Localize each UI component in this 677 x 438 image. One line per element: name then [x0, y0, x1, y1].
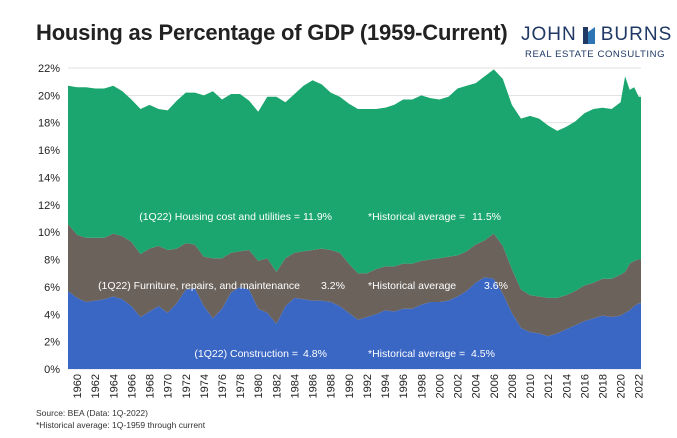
y-tick-label: 14% — [38, 172, 60, 184]
annotation-value: 3.2% — [321, 280, 345, 292]
y-tick-label: 10% — [38, 227, 60, 239]
area-series-housing-cost-and-utilities — [68, 69, 641, 298]
logo-word-left: JOHN — [521, 24, 577, 45]
y-tick-label: 6% — [44, 282, 60, 294]
x-tick-label: 1982 — [271, 374, 283, 398]
y-tick-label: 18% — [38, 118, 60, 130]
area-series-furniture-repairs-and-maintenance — [68, 224, 641, 337]
x-tick-label: 1978 — [235, 374, 247, 398]
x-tick-label: 1962 — [90, 374, 102, 398]
x-tick-label: 1960 — [72, 374, 84, 398]
x-tick-label: 2004 — [471, 374, 483, 398]
logo-house-icon — [583, 27, 595, 44]
logo-word-right: BURNS — [600, 24, 673, 45]
annotation-avg-label: *Historical average = — [368, 348, 465, 360]
x-tick-label: 1976 — [217, 374, 229, 398]
y-tick-label: 4% — [44, 309, 60, 321]
annotation-avg-value: 4.5% — [471, 348, 495, 360]
logo-subtitle: REAL ESTATE CONSULTING — [525, 49, 666, 60]
x-tick-label: 1974 — [199, 374, 211, 398]
x-tick-label: 2014 — [561, 374, 573, 398]
annotation-avg-value: 11.5% — [472, 211, 501, 223]
x-tick-label: 1964 — [108, 374, 120, 398]
x-tick-label: 2002 — [453, 374, 465, 398]
x-tick-label: 1980 — [253, 374, 265, 398]
average-footnote: *Historical average: 1Q-1959 through cur… — [36, 420, 206, 430]
x-tick-label: 1994 — [380, 374, 392, 398]
x-tick-label: 1968 — [145, 374, 157, 398]
y-tick-label: 16% — [38, 145, 60, 157]
page-title: Housing as Percentage of GDP (1959-Curre… — [36, 20, 508, 45]
annotation-value: 11.9% — [303, 211, 332, 223]
x-tick-label: 1966 — [126, 374, 138, 398]
x-tick-label: 1972 — [181, 374, 193, 398]
x-tick-label: 2018 — [597, 374, 609, 398]
y-tick-label: 2% — [44, 337, 60, 349]
annotation-avg-label: *Historical average — [368, 280, 456, 292]
x-tick-label: 2010 — [525, 374, 537, 398]
y-tick-label: 8% — [44, 255, 60, 267]
annotation-value: 4.8% — [303, 348, 327, 360]
x-tick-label: 2008 — [507, 374, 519, 398]
y-tick-label: 20% — [38, 90, 60, 102]
annotation-label: (1Q22) Construction = — [194, 348, 298, 360]
annotation-label: (1Q22) Housing cost and utilities = — [139, 211, 300, 223]
logo-wordmark: JOHN BURNS — [521, 24, 672, 46]
x-tick-label: 1998 — [416, 374, 428, 398]
x-tick-label: 1992 — [362, 374, 374, 398]
annotation-label: (1Q22) Furniture, repairs, and maintenan… — [98, 280, 300, 292]
x-tick-label: 1996 — [398, 374, 410, 398]
source-note: Source: BEA (Data: 1Q-2022) — [36, 408, 148, 418]
annotation-avg-label: *Historical average = — [368, 211, 465, 223]
y-tick-label: 12% — [38, 200, 60, 212]
x-tick-label: 1988 — [326, 374, 338, 398]
y-tick-label: 0% — [44, 364, 60, 376]
x-tick-label: 2020 — [616, 374, 628, 398]
annotation-avg-value: 3.6% — [484, 280, 508, 292]
x-tick-label: 1990 — [344, 374, 356, 398]
x-tick-label: 1970 — [163, 374, 175, 398]
x-tick-label: 1984 — [289, 374, 301, 398]
y-tick-label: 22% — [38, 63, 60, 75]
area-series-construction — [68, 277, 641, 369]
x-tick-label: 1986 — [308, 374, 320, 398]
x-tick-label: 2016 — [579, 374, 591, 398]
x-tick-label: 2012 — [543, 374, 555, 398]
x-tick-label: 2022 — [634, 374, 646, 398]
x-tick-label: 2000 — [434, 374, 446, 398]
x-tick-label: 2006 — [489, 374, 501, 398]
